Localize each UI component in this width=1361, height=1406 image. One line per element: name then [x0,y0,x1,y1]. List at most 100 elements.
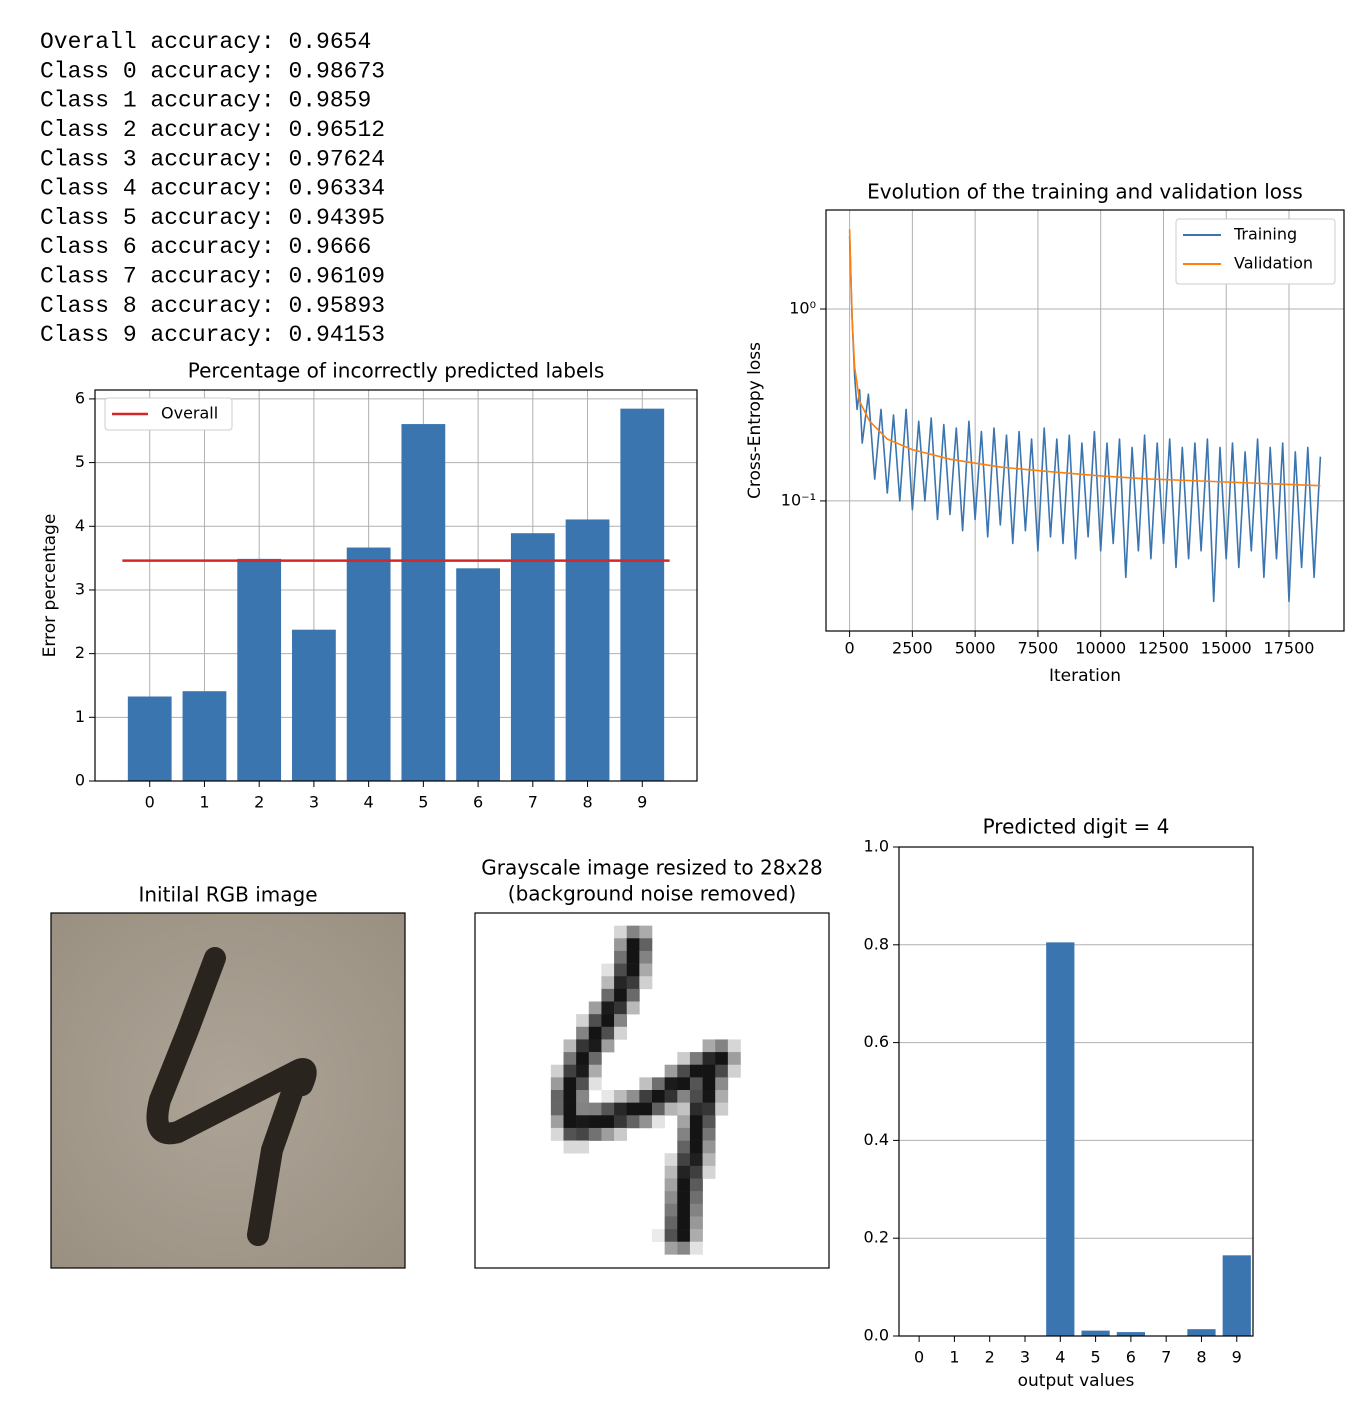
pixel [689,1064,703,1078]
pixel [576,1064,590,1078]
bar [292,629,336,781]
pixel [689,1140,703,1154]
x-tick-label: 0 [845,639,855,658]
pixel [563,1127,577,1141]
pixel [689,1115,703,1129]
pixel [677,1064,691,1078]
y-axis-label: Cross-Entropy loss [745,342,765,499]
pixel [576,1127,590,1141]
pixel [677,1216,691,1230]
bar [237,558,282,781]
pixel [677,1229,691,1243]
pixel [689,1090,703,1103]
pixel [614,938,628,952]
bar [1046,942,1075,1336]
x-tick-label: 10000 [1075,639,1126,658]
x-tick-label: 1 [199,793,209,812]
y-tick-label: 1.0 [864,837,889,856]
pixel [576,1140,590,1154]
x-tick-label: 6 [1126,1348,1136,1367]
pixel [664,1191,678,1205]
pixel [702,1077,716,1091]
report-line: Class 1 accuracy: 0.9859 [40,88,371,114]
pixel [576,1052,590,1066]
pixel [563,1140,577,1154]
bar [346,547,391,781]
pixel [677,1115,691,1129]
pixel [639,1102,653,1116]
pixel [689,1216,703,1230]
pixel [702,1052,716,1066]
pixel [677,1090,691,1103]
pixel [677,1241,691,1255]
pixel [664,1077,678,1091]
pixel [664,1229,678,1243]
pixel [601,1039,615,1053]
pixel [664,1241,678,1255]
y-tick-label: 2 [75,643,85,662]
report-line: Class 2 accuracy: 0.96512 [40,117,385,143]
pixel [563,1090,577,1103]
pixel [550,1127,564,1141]
pixel [677,1178,691,1192]
pixel [639,1115,653,1129]
pixel [563,1102,577,1116]
report-line: Overall accuracy: 0.9654 [40,29,371,55]
pixel [614,1090,628,1103]
x-tick-label: 8 [1196,1348,1206,1367]
report-line: Class 3 accuracy: 0.97624 [40,146,385,172]
report-line: Class 4 accuracy: 0.96334 [40,176,385,202]
x-axis-label: Iteration [1049,666,1121,686]
image-title: Grayscale image resized to 28x28 [481,856,822,880]
pixel [576,1115,590,1129]
series-line [848,235,1322,603]
x-tick-label: 2 [985,1348,995,1367]
y-tick-label: 3 [75,579,85,598]
pixel [588,1039,602,1053]
legend-label: Training [1233,225,1297,244]
pixel [664,1064,678,1078]
pixel [689,1077,703,1091]
bar [1187,1329,1216,1336]
pixel [550,1064,564,1078]
chart: Evolution of the training and validation… [745,180,1345,686]
x-tick-label: 9 [1232,1348,1242,1367]
y-tick-label: 5 [75,452,85,471]
pixel [702,1102,716,1116]
x-tick-label: 3 [1020,1348,1030,1367]
x-tick-label: 5 [418,793,428,812]
pixel [664,1203,678,1217]
legend-label: Overall [161,404,218,423]
pixel [715,1090,729,1103]
x-tick-label: 2 [254,793,264,812]
y-tick-label: 0.0 [864,1326,889,1345]
pixel [588,1052,602,1066]
pixel [626,1090,640,1103]
bar [401,424,446,781]
x-tick-label: 12500 [1138,639,1189,658]
pixel [639,976,653,990]
pixel [563,1077,577,1091]
pixel [664,1102,678,1116]
y-axis-label: Error percentage [40,514,60,658]
x-tick-label: 6 [473,793,483,812]
bar [565,519,610,781]
x-tick-label: 4 [1055,1348,1065,1367]
image-title: (background noise removed) [508,882,796,906]
x-tick-label: 4 [364,793,374,812]
axes-frame [94,389,698,782]
pixel [588,1014,602,1028]
pixel [702,1153,716,1167]
pixel [601,1127,615,1141]
chart-title: Percentage of incorrectly predicted labe… [188,359,605,383]
x-tick-label: 7500 [1018,639,1059,658]
bar [456,568,500,781]
pixel [727,1052,741,1066]
digit-stroke [146,947,317,1246]
bar [127,696,172,781]
pixel [639,938,653,952]
pixel [588,1127,602,1141]
x-tick-label: 3 [309,793,319,812]
pixel [563,1039,577,1053]
pixel [639,1077,653,1091]
